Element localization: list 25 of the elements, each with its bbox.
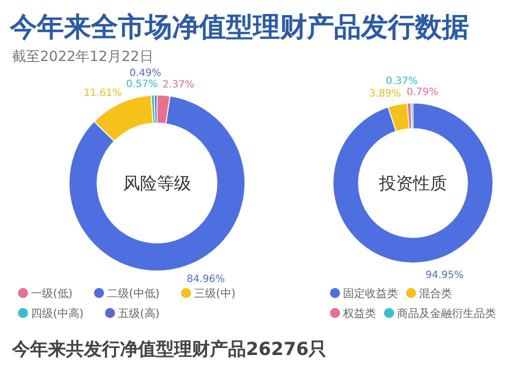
data-label: 3.89% (369, 88, 401, 100)
legend-label: 权益类 (342, 307, 376, 320)
legend-label: 一级(低) (31, 287, 73, 300)
donut-slice (332, 102, 494, 264)
data-label: 84.96% (186, 274, 225, 285)
text: 风险等级 (123, 174, 191, 194)
donut-slice (68, 95, 246, 272)
data-label: 94.95% (426, 270, 464, 281)
data-label: 0.37% (386, 76, 418, 88)
text: 投资性质 (378, 174, 447, 194)
legend-label: 三级(中) (194, 287, 236, 300)
legend-label: 固定收益类 (343, 287, 398, 300)
data-label: 0.79% (406, 87, 438, 98)
data-label: 0.57% (126, 79, 158, 90)
legend-label: 五级(高) (118, 307, 160, 320)
data-label: 11.61% (84, 88, 122, 100)
text: 今年来全市场净值型理财产品发行数据 (9, 12, 469, 43)
data-label: 0.49% (129, 68, 162, 80)
legend-label: 混合类 (419, 287, 452, 300)
legend-label: 二级(中低) (107, 287, 160, 300)
legend-label: 四级(中高) (31, 307, 84, 320)
text: 今年来共发行净值型理财产品26276只 (11, 339, 327, 360)
text: 截至2022年12月22日 (12, 49, 154, 65)
legend-label: 商品及金融衍生品类 (397, 307, 496, 320)
data-label: 2.37% (162, 79, 194, 90)
